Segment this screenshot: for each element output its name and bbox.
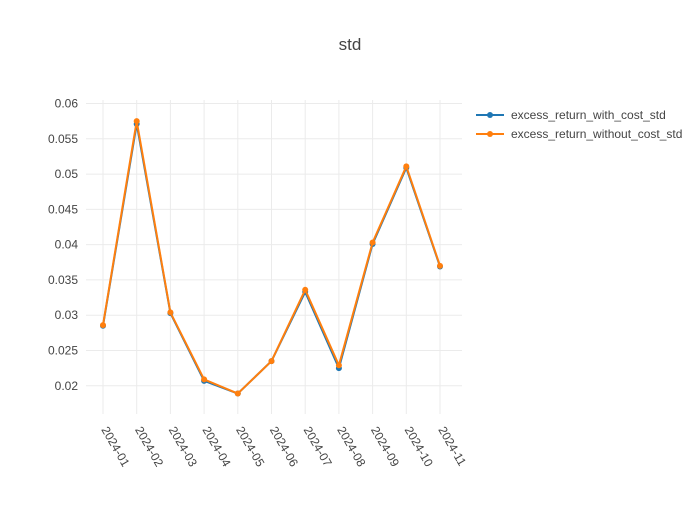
data-point [369,239,376,246]
data-point [234,390,241,397]
x-axis-ticks: 2024-01 2024-02 2024-03 2024-04 2024-05 2024-… [98,424,469,469]
legend-marker [487,112,493,118]
x-tick-label: 2024-07 [301,424,335,469]
y-tick-label: 0.04 [55,238,79,252]
y-tick-label: 0.06 [55,97,79,111]
data-point [437,262,443,269]
x-tick-label: 2024-03 [166,424,200,469]
legend[interactable]: excess_return_with_cost_std excess_return… [476,108,682,141]
y-tick-label: 0.02 [55,379,79,393]
legend-item[interactable]: excess_return_with_cost_std [476,108,666,122]
data-point [268,358,275,365]
y-tick-label: 0.03 [55,308,79,322]
legend-label: excess_return_without_cost_std [511,127,682,141]
series-layer [100,118,443,397]
x-tick-label: 2024-08 [334,424,368,469]
data-point [403,163,410,170]
y-tick-label: 0.025 [48,343,78,357]
x-tick-label: 2024-05 [233,424,267,469]
series-excess_return_without_cost_std [100,118,443,397]
data-point [201,376,208,383]
x-tick-label: 2024-09 [368,424,402,469]
data-point [335,362,342,369]
x-tick-label: 2024-04 [200,424,234,469]
grid [86,100,462,414]
y-tick-label: 0.035 [48,273,78,287]
y-tick-label: 0.05 [55,167,79,181]
data-point [100,322,106,329]
legend-marker [487,131,493,137]
x-tick-label: 2024-10 [402,424,436,469]
legend-label: excess_return_with_cost_std [511,108,666,122]
data-point [167,309,174,316]
x-tick-label: 2024-01 [98,424,132,469]
y-tick-label: 0.055 [48,132,78,146]
data-point [302,286,309,293]
y-axis-ticks: 0.02 0.025 0.03 0.035 0.04 0.045 0.05 0.055 0.06 [48,97,78,393]
x-tick-label: 2024-06 [267,424,301,469]
legend-item[interactable]: excess_return_without_cost_std [476,127,682,141]
x-tick-label: 2024-02 [132,424,166,469]
y-tick-label: 0.045 [48,202,78,216]
chart-title: std [339,35,362,54]
data-point [133,118,140,125]
x-tick-label: 2024-11 [435,424,469,469]
